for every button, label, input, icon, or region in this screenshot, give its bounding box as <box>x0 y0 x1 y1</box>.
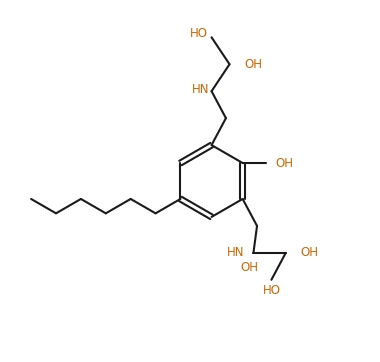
Text: OH: OH <box>275 156 293 169</box>
Text: OH: OH <box>244 58 262 71</box>
Text: OH: OH <box>300 247 318 259</box>
Text: HO: HO <box>190 27 208 40</box>
Text: HO: HO <box>263 284 280 297</box>
Text: HN: HN <box>227 247 244 259</box>
Text: HN: HN <box>192 83 210 96</box>
Text: OH: OH <box>241 261 259 274</box>
